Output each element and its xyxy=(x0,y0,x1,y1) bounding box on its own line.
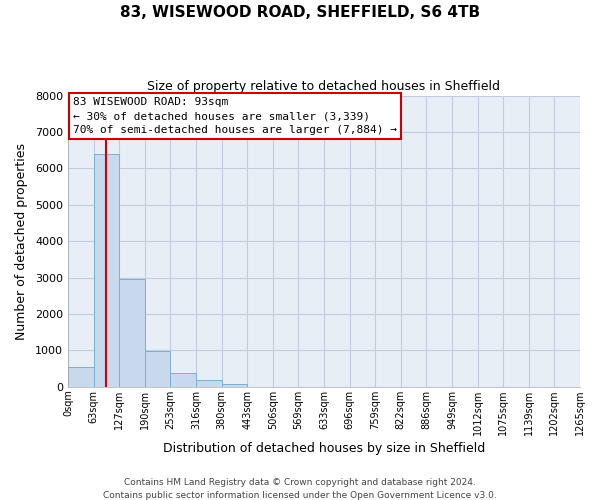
Bar xyxy=(170,373,196,387)
Bar xyxy=(196,380,221,387)
Text: 83 WISEWOOD ROAD: 93sqm
← 30% of detached houses are smaller (3,339)
70% of semi: 83 WISEWOOD ROAD: 93sqm ← 30% of detache… xyxy=(73,97,397,135)
Bar xyxy=(119,280,145,387)
Text: Contains HM Land Registry data © Crown copyright and database right 2024.
Contai: Contains HM Land Registry data © Crown c… xyxy=(103,478,497,500)
Bar xyxy=(68,367,94,387)
Bar xyxy=(221,384,247,387)
Text: 83, WISEWOOD ROAD, SHEFFIELD, S6 4TB: 83, WISEWOOD ROAD, SHEFFIELD, S6 4TB xyxy=(120,5,480,20)
Y-axis label: Number of detached properties: Number of detached properties xyxy=(15,142,28,340)
Bar xyxy=(145,352,170,387)
X-axis label: Distribution of detached houses by size in Sheffield: Distribution of detached houses by size … xyxy=(163,442,485,455)
Bar xyxy=(94,154,119,387)
Title: Size of property relative to detached houses in Sheffield: Size of property relative to detached ho… xyxy=(148,80,500,93)
